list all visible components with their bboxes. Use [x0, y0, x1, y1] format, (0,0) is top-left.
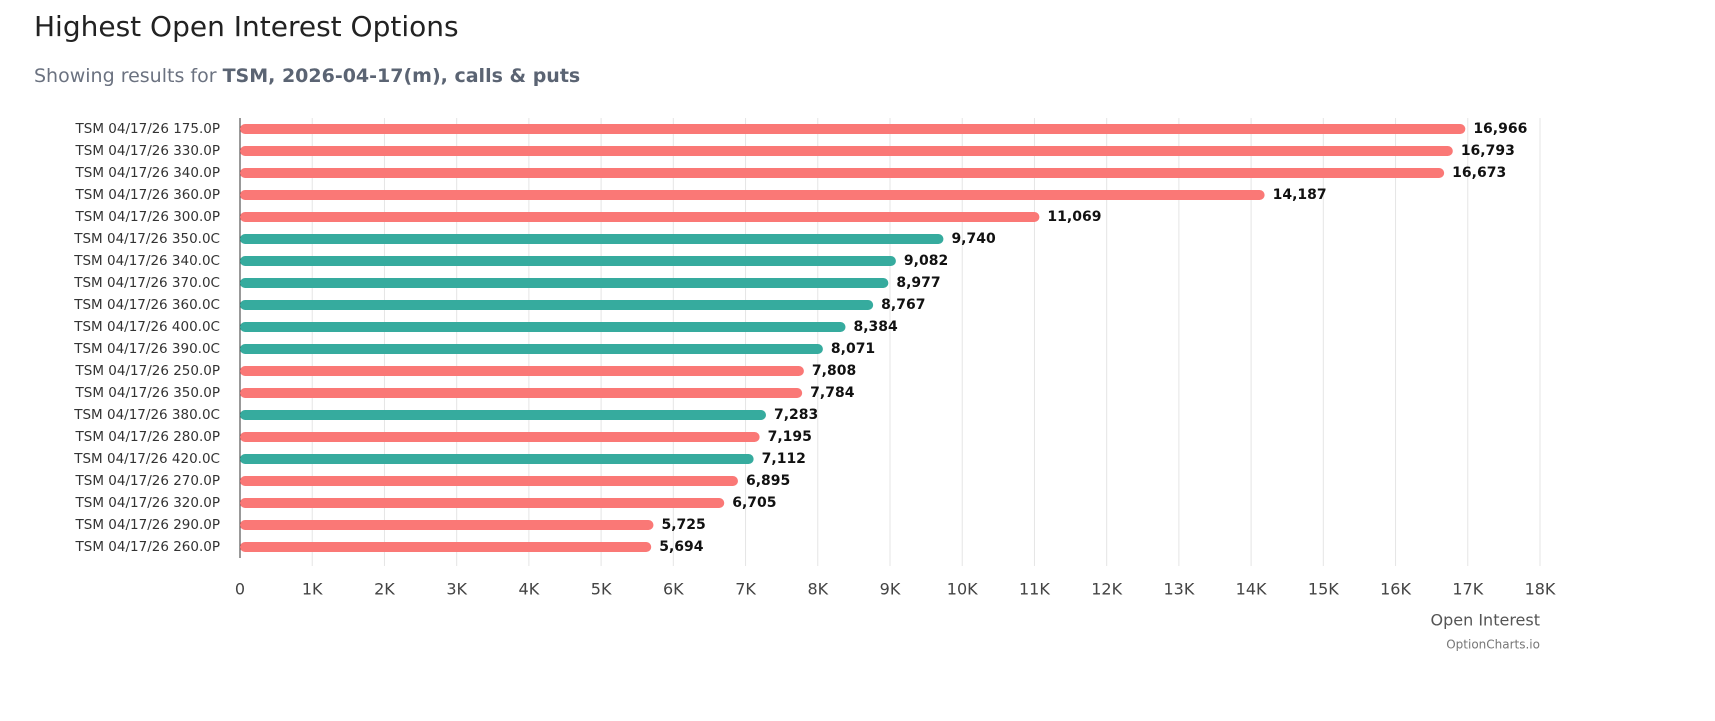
bar	[240, 322, 846, 332]
bar	[240, 278, 889, 288]
y-tick-label: TSM 04/17/26 380.0C	[73, 407, 220, 423]
y-tick-label: TSM 04/17/26 300.0P	[75, 209, 220, 225]
y-tick-label: TSM 04/17/26 330.0P	[75, 143, 220, 159]
x-tick-label: 14K	[1236, 580, 1267, 599]
bar	[240, 498, 725, 508]
value-label: 5,694	[659, 539, 704, 555]
x-tick-label: 9K	[880, 580, 901, 599]
bar	[240, 520, 654, 530]
value-label: 7,112	[762, 451, 806, 467]
y-tick-label: TSM 04/17/26 350.0C	[73, 231, 220, 247]
x-axis-title: Open Interest	[1431, 611, 1540, 630]
y-tick-label: TSM 04/17/26 400.0C	[73, 319, 220, 335]
y-tick-label: TSM 04/17/26 260.0P	[75, 539, 220, 555]
y-tick-label: TSM 04/17/26 360.0C	[73, 297, 220, 313]
y-tick-label: TSM 04/17/26 370.0C	[73, 275, 220, 291]
y-tick-label: TSM 04/17/26 320.0P	[75, 495, 220, 511]
value-label: 5,725	[661, 517, 705, 533]
bar	[240, 542, 652, 552]
x-tick-label: 5K	[591, 580, 612, 599]
y-tick-label: TSM 04/17/26 290.0P	[75, 517, 220, 533]
bar	[240, 256, 896, 266]
value-label: 16,673	[1452, 165, 1506, 181]
value-label: 7,808	[812, 363, 856, 379]
x-tick-label: 3K	[446, 580, 467, 599]
x-tick-label: 13K	[1163, 580, 1194, 599]
y-tick-label: TSM 04/17/26 280.0P	[75, 429, 220, 445]
x-tick-label: 11K	[1019, 580, 1050, 599]
x-tick-label: 6K	[663, 580, 684, 599]
x-tick-label: 10K	[947, 580, 978, 599]
value-label: 7,784	[810, 385, 855, 401]
value-label: 16,793	[1461, 143, 1515, 159]
bar	[240, 454, 754, 464]
value-label: 16,966	[1473, 121, 1527, 137]
bar	[240, 476, 738, 486]
x-tick-label: 8K	[807, 580, 828, 599]
x-tick-label: 15K	[1308, 580, 1339, 599]
value-label: 11,069	[1047, 209, 1101, 225]
bar	[240, 168, 1445, 178]
subtitle-highlight: TSM, 2026-04-17(m), calls & puts	[223, 65, 581, 87]
y-tick-label: TSM 04/17/26 390.0C	[73, 341, 220, 357]
x-tick-label: 0	[235, 580, 245, 599]
y-tick-label: TSM 04/17/26 340.0P	[75, 165, 220, 181]
x-tick-label: 2K	[374, 580, 395, 599]
y-tick-label: TSM 04/17/26 350.0P	[75, 385, 220, 401]
x-tick-label: 12K	[1091, 580, 1122, 599]
chart-subtitle: Showing results for TSM, 2026-04-17(m), …	[34, 65, 580, 87]
value-label: 8,384	[854, 319, 899, 335]
x-tick-label: 17K	[1452, 580, 1483, 599]
x-tick-label: 18K	[1525, 580, 1556, 599]
bar	[240, 234, 944, 244]
x-tick-label: 4K	[519, 580, 540, 599]
bar	[240, 146, 1453, 156]
value-label: 6,895	[746, 473, 790, 489]
value-label: 8,071	[831, 341, 875, 357]
x-tick-label: 16K	[1380, 580, 1411, 599]
bar	[240, 212, 1040, 222]
y-tick-label: TSM 04/17/26 175.0P	[75, 121, 220, 137]
bar	[240, 366, 804, 376]
bar	[240, 410, 766, 420]
y-tick-label: TSM 04/17/26 420.0C	[73, 451, 220, 467]
bar	[240, 190, 1265, 200]
chart-title: Highest Open Interest Options	[34, 10, 459, 43]
bar	[240, 344, 823, 354]
bar	[240, 124, 1466, 134]
y-tick-label: TSM 04/17/26 360.0P	[75, 187, 220, 203]
bar	[240, 388, 803, 398]
subtitle-text: Showing results for	[34, 65, 217, 87]
credit: OptionCharts.io	[1446, 638, 1540, 652]
value-label: 7,195	[768, 429, 812, 445]
x-tick-label: 7K	[735, 580, 756, 599]
y-tick-label: TSM 04/17/26 250.0P	[75, 363, 220, 379]
y-tick-label: TSM 04/17/26 340.0C	[73, 253, 220, 269]
value-label: 6,705	[732, 495, 776, 511]
bar	[240, 300, 874, 310]
bar	[240, 432, 760, 442]
y-tick-label: TSM 04/17/26 270.0P	[75, 473, 220, 489]
value-label: 9,740	[951, 231, 996, 247]
value-label: 8,767	[881, 297, 925, 313]
x-tick-label: 1K	[302, 580, 323, 599]
value-label: 7,283	[774, 407, 818, 423]
value-label: 14,187	[1273, 187, 1327, 203]
value-label: 9,082	[904, 253, 948, 269]
value-label: 8,977	[896, 275, 940, 291]
